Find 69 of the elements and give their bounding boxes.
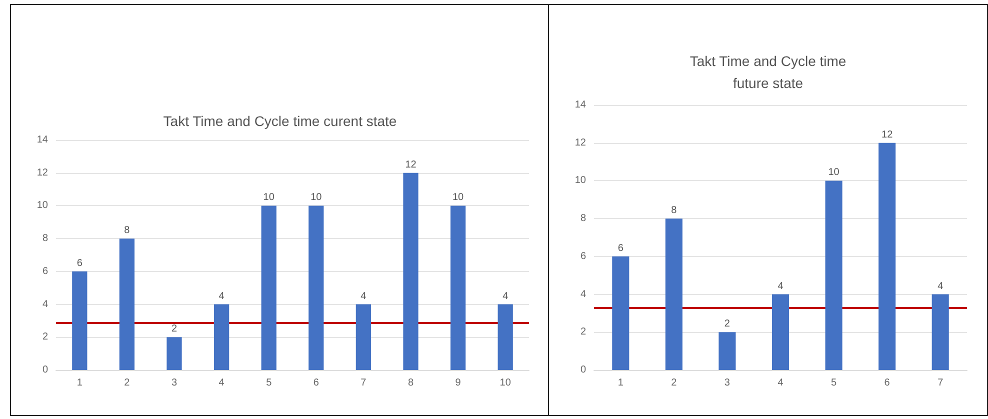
bar xyxy=(878,142,896,370)
data-label: 2 xyxy=(171,324,178,335)
y-tick-label: 6 xyxy=(42,266,48,277)
x-tick-label: 1 xyxy=(618,378,624,388)
y-tick-label: 14 xyxy=(36,134,48,146)
y-tick-label: 12 xyxy=(36,167,48,178)
y-tick-label: 0 xyxy=(42,364,48,376)
y-tick-label: 0 xyxy=(580,364,586,376)
bar xyxy=(356,304,372,370)
y-tick-label: 4 xyxy=(42,298,48,310)
bar xyxy=(308,206,324,370)
y-tick-label: 10 xyxy=(574,175,586,186)
x-tick-label: 7 xyxy=(938,378,944,388)
bar xyxy=(72,271,88,370)
bar xyxy=(612,256,630,370)
y-tick-label: 14 xyxy=(574,100,586,110)
x-tick-label: 6 xyxy=(313,378,320,388)
bar xyxy=(450,206,466,370)
data-label: 10 xyxy=(828,167,840,178)
x-tick-label: 3 xyxy=(171,378,178,388)
x-tick-label: 4 xyxy=(778,378,784,388)
data-label: 10 xyxy=(452,192,464,204)
x-tick-label: 5 xyxy=(266,378,272,388)
bar xyxy=(261,206,276,370)
x-tick-label: 7 xyxy=(360,378,367,388)
data-label: 10 xyxy=(263,192,275,204)
bar xyxy=(403,172,418,370)
x-tick-label: 2 xyxy=(671,378,678,388)
data-label: 4 xyxy=(360,290,367,302)
x-tick-label: 8 xyxy=(408,378,414,388)
y-tick-label: 8 xyxy=(580,213,586,224)
x-tick-label: 5 xyxy=(831,378,838,388)
bar xyxy=(498,304,513,370)
x-tick-label: 1 xyxy=(76,378,83,388)
data-label: 6 xyxy=(76,258,83,269)
bar xyxy=(166,337,182,370)
x-tick-label: 9 xyxy=(455,378,462,388)
x-tick-label: 6 xyxy=(884,378,890,388)
bar xyxy=(119,238,135,370)
chart-title: Takt Time and Cycle time curent state xyxy=(163,113,397,129)
chart-title: Takt Time and Cycle time future state xyxy=(690,53,846,91)
data-label: 2 xyxy=(724,318,730,330)
data-label: 4 xyxy=(218,290,225,302)
y-tick-label: 2 xyxy=(580,326,586,338)
data-label: 12 xyxy=(405,159,417,170)
bar xyxy=(665,218,682,370)
y-tick-label: 6 xyxy=(580,250,586,262)
data-label: 12 xyxy=(882,129,894,140)
x-tick-label: 4 xyxy=(218,378,225,388)
bar xyxy=(932,294,949,370)
bar xyxy=(825,180,842,370)
bar xyxy=(214,304,230,370)
y-tick-label: 8 xyxy=(42,233,48,244)
data-label: 4 xyxy=(778,280,784,292)
x-tick-label: 3 xyxy=(724,378,730,388)
y-tick-label: 2 xyxy=(42,332,48,343)
data-label: 6 xyxy=(618,242,624,254)
data-label: 10 xyxy=(310,192,322,204)
bar xyxy=(772,294,790,370)
bar xyxy=(718,332,736,370)
x-tick-label: 10 xyxy=(500,378,512,388)
y-tick-label: 12 xyxy=(574,137,586,148)
x-tick-label: 2 xyxy=(124,378,130,388)
y-tick-label: 4 xyxy=(580,288,586,300)
data-label: 4 xyxy=(938,280,944,292)
y-tick-label: 10 xyxy=(36,200,48,212)
data-label: 8 xyxy=(671,205,678,216)
data-label: 8 xyxy=(124,225,130,236)
data-label: 4 xyxy=(502,290,509,302)
